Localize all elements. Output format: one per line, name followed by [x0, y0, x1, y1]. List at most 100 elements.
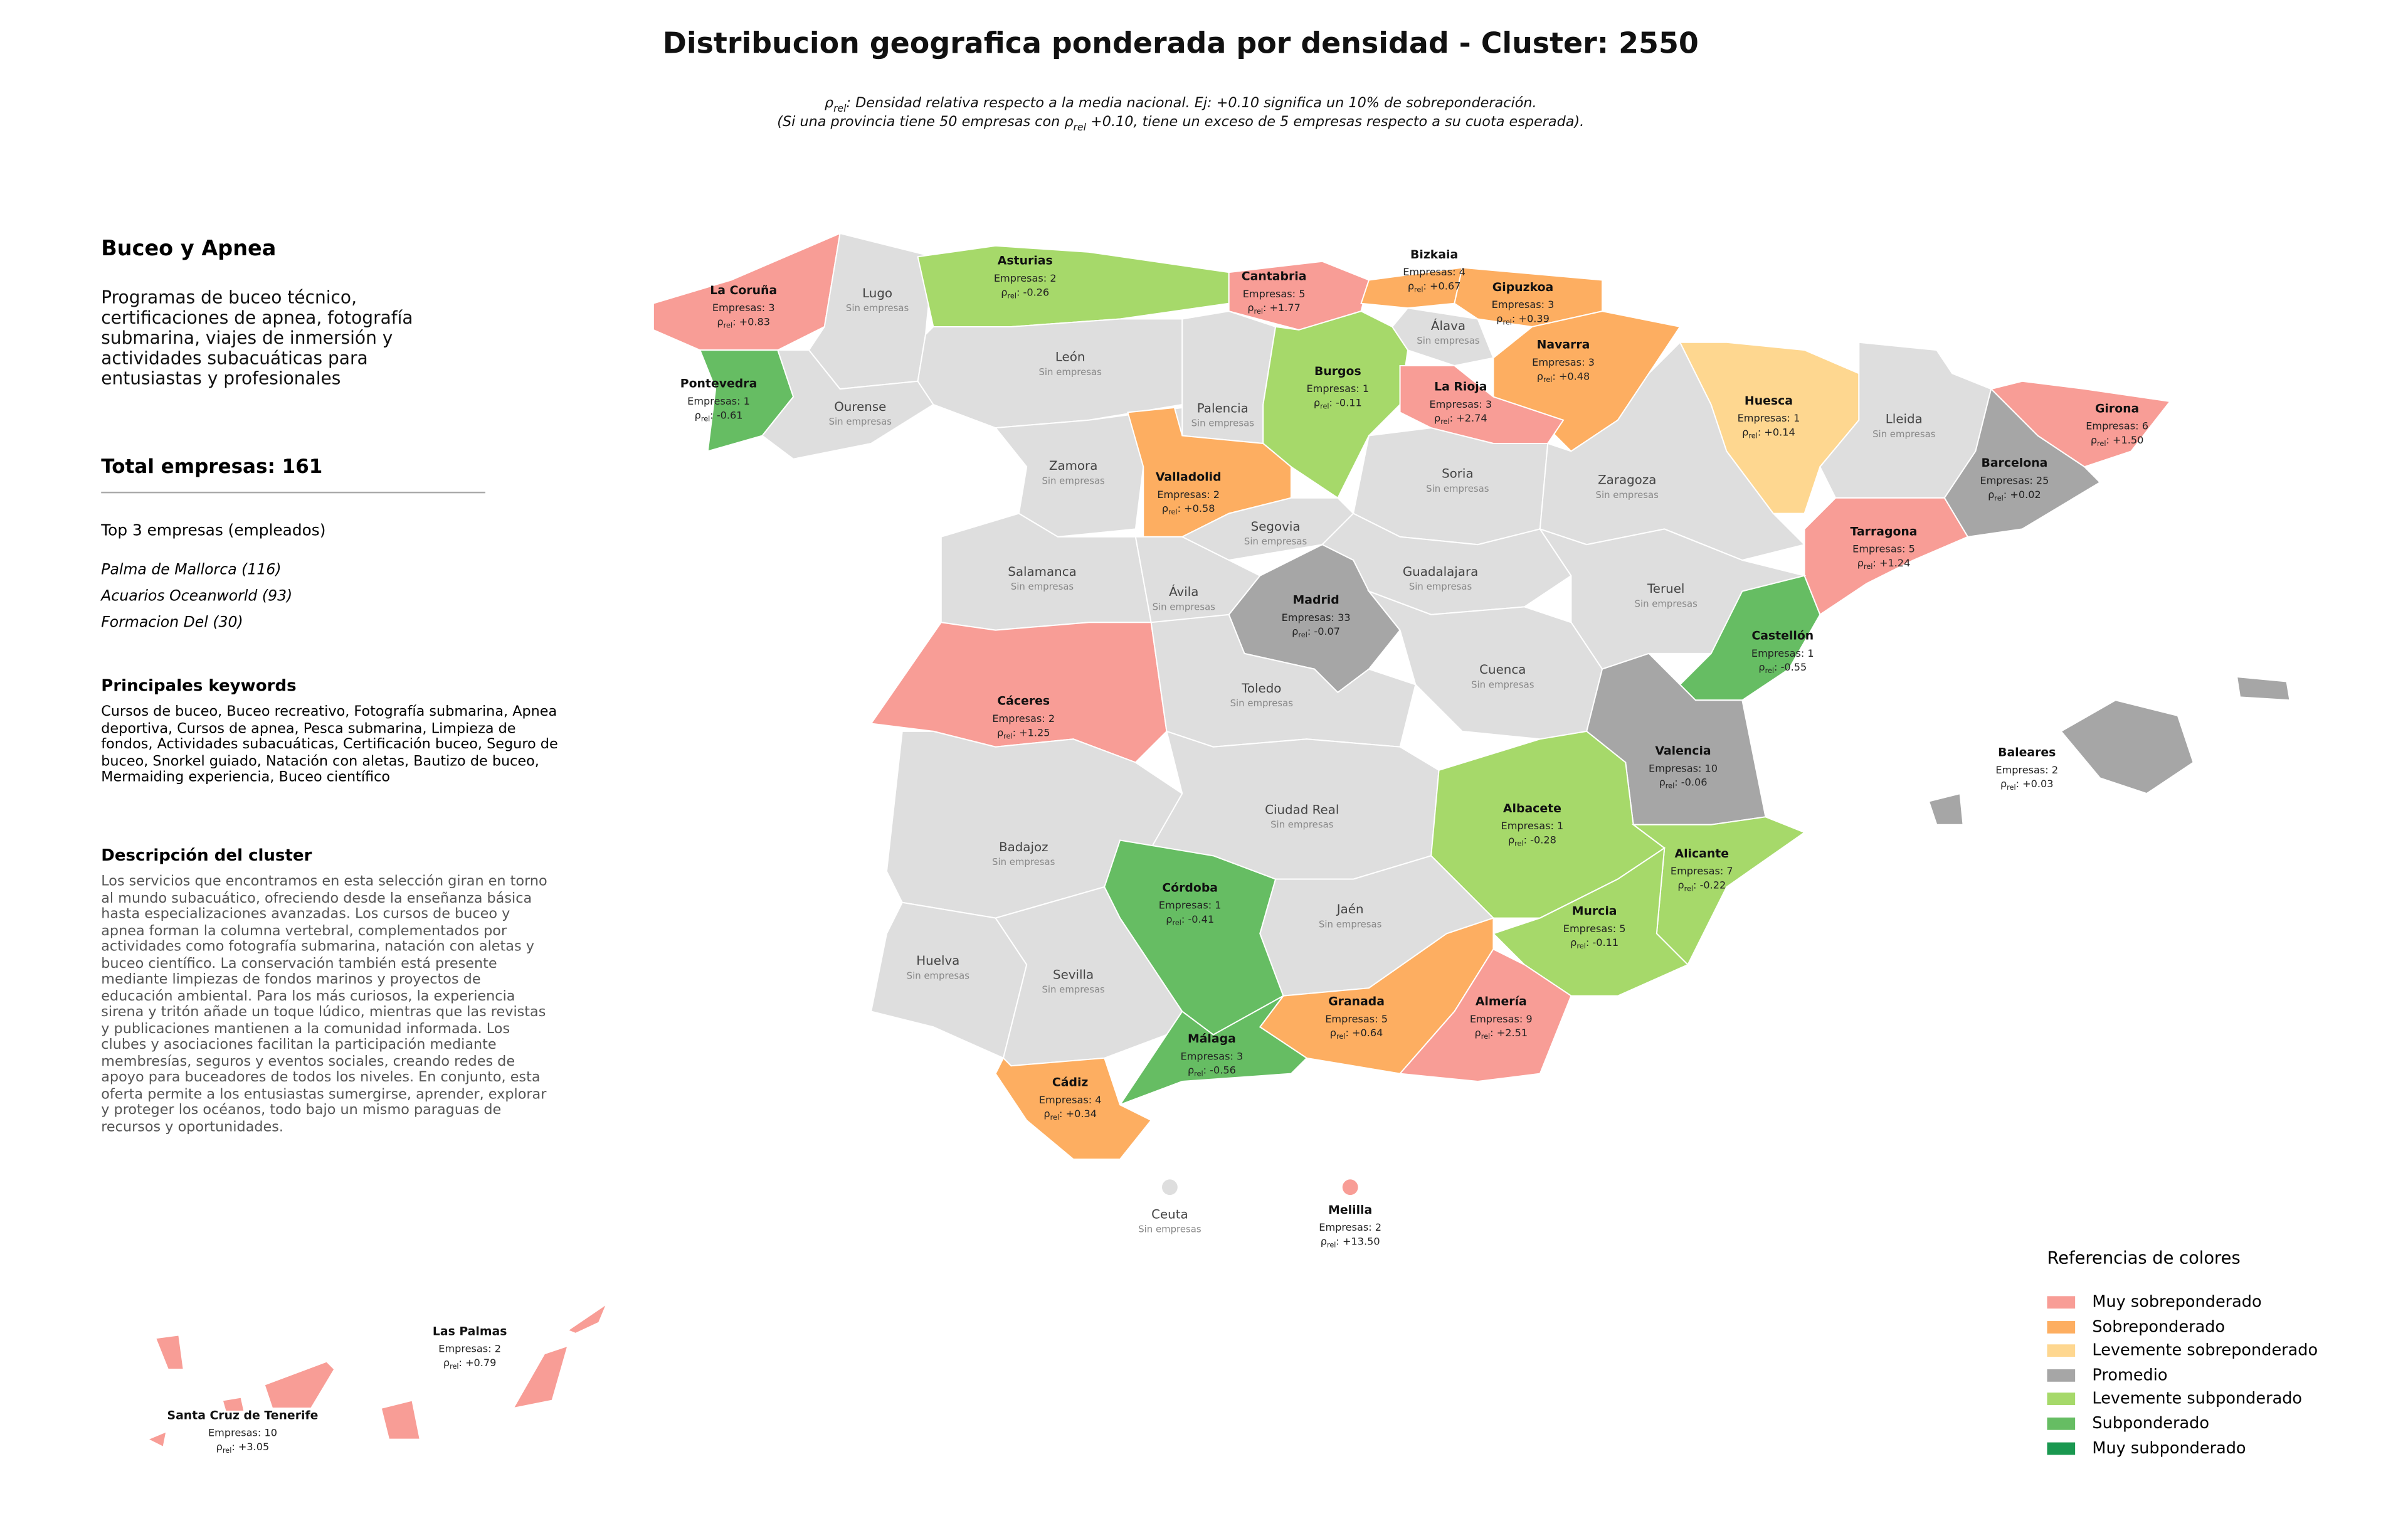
province-count: Empresas: 2	[992, 713, 1055, 724]
province-count: Empresas: 2	[994, 272, 1057, 284]
province-name: Cádiz	[1052, 1076, 1088, 1089]
divider	[101, 491, 485, 494]
legend-title: Referencias de colores	[2047, 1248, 2241, 1268]
subtitle: ρrel: Densidad relativa respecto a la me…	[824, 96, 1537, 115]
keywords: Cursos de buceo, Buceo recreativo, Fotog…	[101, 704, 558, 787]
province-shape	[1928, 792, 1964, 825]
province-status: Sin empresas	[1138, 1224, 1201, 1235]
province-name: Álava	[1431, 319, 1465, 333]
legend-item: Muy sobreponderado	[2047, 1293, 2262, 1312]
province-count: Empresas: 2	[1319, 1221, 1381, 1233]
province-name: Bizkaia	[1410, 248, 1458, 262]
legend-label: Subponderado	[2092, 1414, 2210, 1433]
legend-item: Levemente subponderado	[2047, 1390, 2302, 1409]
province-shape	[380, 1399, 421, 1440]
province-name: Albacete	[1503, 802, 1561, 815]
legend-label: Promedio	[2092, 1366, 2168, 1385]
province-status: Sin empresas	[1872, 428, 1936, 440]
province-count: Empresas: 5	[1563, 923, 1626, 935]
province-name: La Rioja	[1434, 381, 1487, 394]
province-density: ρrel: +0.58	[1162, 502, 1215, 516]
province-count: Empresas: 7	[1671, 865, 1733, 877]
province-density: ρrel: +1.77	[1247, 302, 1301, 316]
province-density: ρrel: +0.79	[443, 1357, 497, 1371]
province-shape	[1360, 267, 1464, 309]
province-status: Sin empresas	[1191, 418, 1255, 429]
province-name: Zaragoza	[1598, 472, 1656, 487]
province-count: Empresas: 9	[1470, 1013, 1533, 1025]
province-status: Sin empresas	[992, 856, 1055, 867]
province-density: ρrel: +2.74	[1434, 412, 1487, 426]
province-shape	[995, 1057, 1153, 1160]
province-shape	[154, 1334, 184, 1370]
province-density: ρrel: +0.83	[717, 316, 770, 329]
province-count: Empresas: 1	[687, 395, 750, 407]
province-name: Segovia	[1251, 519, 1301, 534]
province-shape	[512, 1345, 569, 1409]
province-shape	[1492, 846, 1689, 997]
legend-swatch	[2047, 1441, 2076, 1455]
province-shape	[1181, 497, 1354, 561]
province-status: Sin empresas	[829, 416, 892, 427]
province-shape	[652, 232, 841, 351]
province-density: ρrel: -0.55	[1758, 661, 1807, 675]
province-name: Ceuta	[1151, 1207, 1188, 1221]
province-density: ρrel: +1.24	[1857, 557, 1911, 571]
top-item: Palma de Mallorca (116)	[101, 561, 282, 579]
province-count: Empresas: 1	[1751, 647, 1814, 659]
province-shape	[1262, 310, 1408, 499]
legend-swatch	[2047, 1369, 2076, 1382]
province-density: ρrel: -0.11	[1570, 936, 1619, 950]
province-status: Sin empresas	[1596, 489, 1659, 501]
province-count: Empresas: 4	[1403, 266, 1465, 278]
province-status: Sin empresas	[1319, 918, 1382, 930]
province-density: ρrel: +0.14	[1742, 427, 1795, 440]
top-heading: Top 3 empresas (empleados)	[101, 523, 326, 540]
province-status: Sin empresas	[1230, 698, 1294, 709]
province-name: Salamanca	[1008, 565, 1076, 579]
province-status: Sin empresas	[907, 970, 970, 981]
province-shape	[263, 1361, 335, 1409]
top-item: Formacion Del (30)	[101, 614, 243, 632]
province-density: ρrel: -0.22	[1677, 879, 1726, 893]
province-density: ρrel: +1.50	[2091, 434, 2144, 448]
province-count: Empresas: 3	[1532, 356, 1595, 368]
legend-swatch	[2047, 1344, 2076, 1357]
province-name: Lleida	[1886, 412, 1923, 427]
province-shape	[1118, 995, 1308, 1106]
legend-item: Subponderado	[2047, 1414, 2209, 1433]
province-count: Empresas: 2	[1157, 489, 1220, 501]
province-shape	[761, 349, 934, 460]
province-density: ρrel: +0.64	[1330, 1027, 1383, 1041]
province-count: Empresas: 33	[1282, 612, 1351, 623]
province-name: Jaén	[1336, 902, 1364, 916]
description: Los servicios que encontramos en esta se…	[101, 874, 547, 1135]
province-density: ρrel: -0.56	[1188, 1064, 1236, 1078]
province-status: Sin empresas	[1426, 483, 1489, 494]
province-name: Gipuzkoa	[1492, 281, 1554, 294]
legend-swatch	[2047, 1393, 2076, 1406]
province-shape	[1162, 1179, 1178, 1196]
legend-item: Promedio	[2047, 1366, 2168, 1385]
province-name: Tarragona	[1851, 525, 1918, 538]
province-density: ρrel: -0.28	[1508, 834, 1556, 847]
province-name: Teruel	[1647, 581, 1684, 596]
province-density: ρrel: +13.50	[1321, 1235, 1380, 1249]
cluster-description: Programas de buceo técnico, certificacio…	[101, 287, 413, 390]
province-name: Ávila	[1169, 585, 1198, 599]
province-count: Empresas: 1	[1501, 820, 1564, 832]
province-shape	[566, 1302, 608, 1334]
legend-swatch	[2047, 1320, 2076, 1333]
province-name: León	[1055, 350, 1085, 364]
province-shape	[917, 245, 1230, 327]
province-status: Sin empresas	[1038, 366, 1102, 378]
province-name: Huelva	[916, 953, 959, 968]
province-density: ρrel: -0.11	[1314, 396, 1362, 410]
province-name: Ciudad Real	[1265, 802, 1339, 817]
province-shape	[1803, 497, 1969, 616]
province-name: Guadalajara	[1403, 565, 1478, 579]
title: Distribucion geografica ponderada por de…	[662, 28, 1699, 61]
province-name: Córdoba	[1162, 881, 1218, 894]
